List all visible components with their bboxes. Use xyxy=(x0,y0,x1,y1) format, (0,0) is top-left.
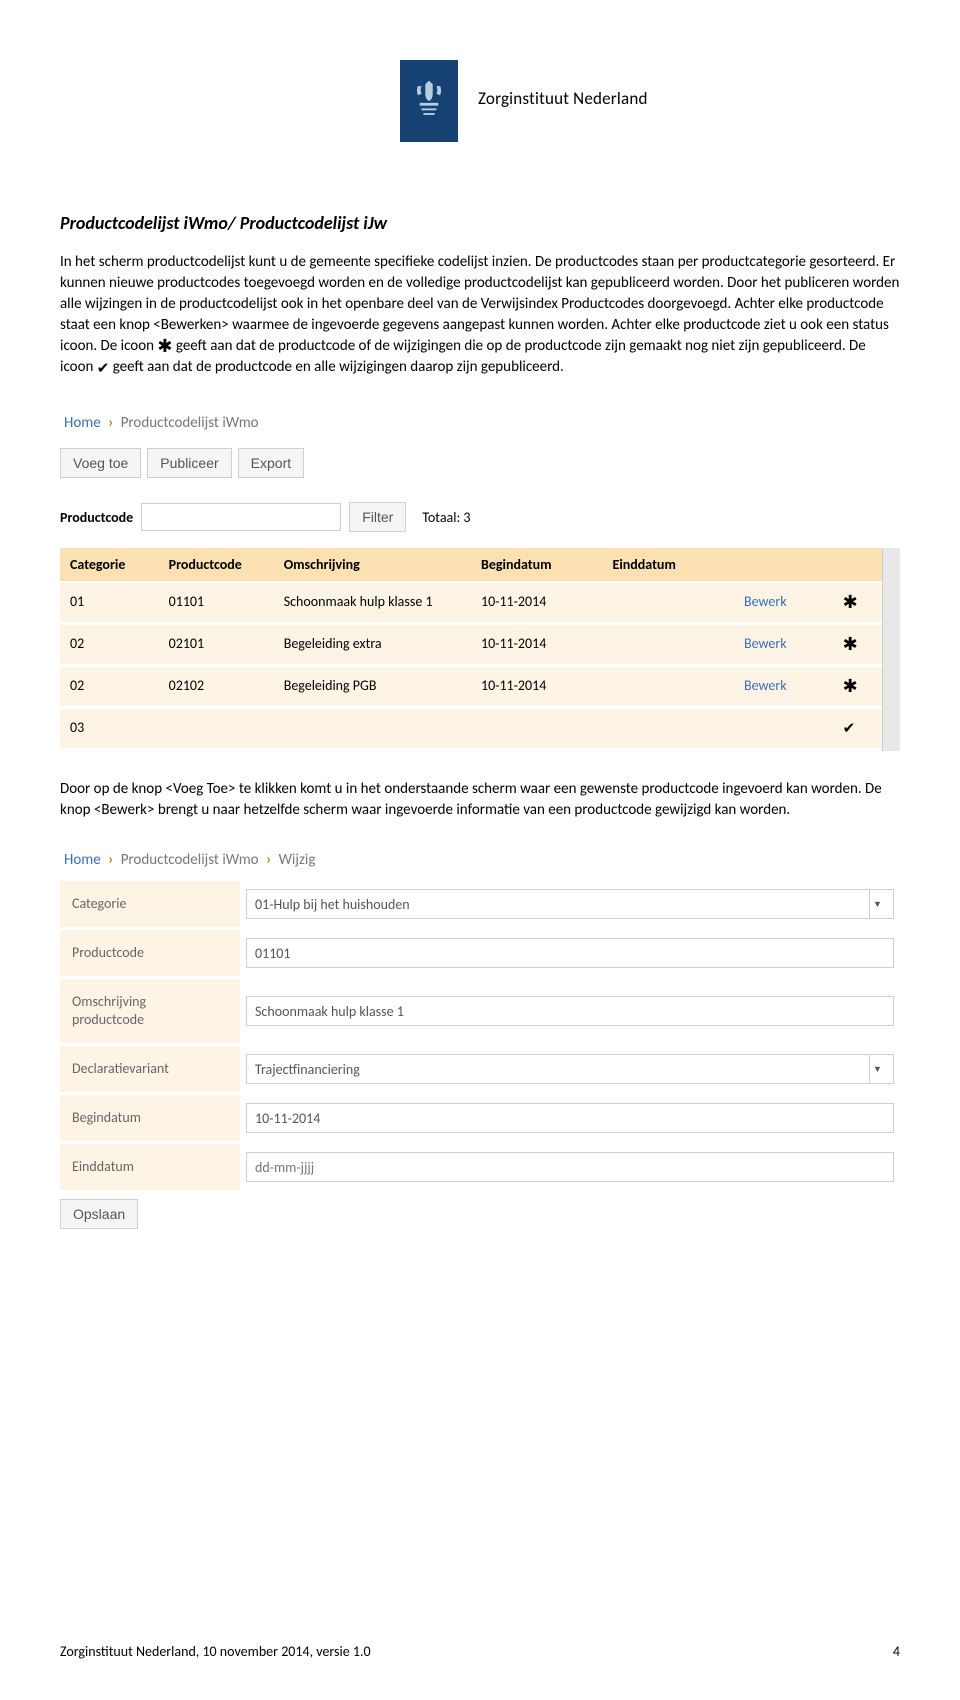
categorie-value: 01-Hulp bij het huishouden xyxy=(255,896,410,913)
cell-productcode: 01101 xyxy=(159,582,274,624)
cell-categorie: 01 xyxy=(60,582,159,624)
asterisk-icon: ✱ xyxy=(157,337,172,355)
col-productcode: Productcode xyxy=(159,548,274,582)
cell-begindatum xyxy=(471,708,603,750)
cell-productcode: 02102 xyxy=(159,666,274,708)
breadcrumb-home[interactable]: Home xyxy=(64,414,101,432)
cell-categorie: 02 xyxy=(60,624,159,666)
label-einddatum: Einddatum xyxy=(60,1144,240,1190)
publiceer-button[interactable]: Publiceer xyxy=(147,448,231,478)
form-breadcrumb: Home › Productcodelijst iWmo › Wijzig xyxy=(60,845,900,875)
chevron-right-icon: › xyxy=(108,851,113,869)
table-row: 03 ✔ xyxy=(60,708,882,750)
col-action xyxy=(734,548,833,582)
productcode-input[interactable] xyxy=(246,938,894,968)
cell-omschrijving: Begeleiding PGB xyxy=(274,666,471,708)
cell-omschrijving: Schoonmaak hulp klasse 1 xyxy=(274,582,471,624)
screenshot-productcodelijst: Home › Productcodelijst iWmo Voeg toe Pu… xyxy=(60,408,900,751)
intro-text-post: geeft aan dat de productcode en alle wij… xyxy=(113,358,564,376)
filter-button[interactable]: Filter xyxy=(349,502,406,532)
footer-page-number: 4 xyxy=(893,1643,900,1660)
col-status xyxy=(833,548,882,582)
form-row-categorie: Categorie 01-Hulp bij het huishouden ▼ xyxy=(60,881,900,930)
cell-einddatum xyxy=(602,666,734,708)
table-header-row: Categorie Productcode Omschrijving Begin… xyxy=(60,548,882,582)
cell-begindatum: 10-11-2014 xyxy=(471,582,603,624)
cell-omschrijving: Begeleiding extra xyxy=(274,624,471,666)
voeg-toe-button[interactable]: Voeg toe xyxy=(60,448,141,478)
breadcrumb-current: Productcodelijst iWmo xyxy=(121,414,259,432)
bewerk-link xyxy=(734,708,833,750)
einddatum-input[interactable] xyxy=(246,1152,894,1182)
coat-of-arms-icon xyxy=(410,75,448,127)
productcode-filter-label: Productcode xyxy=(60,509,133,526)
chevron-right-icon: › xyxy=(266,851,271,869)
cell-einddatum xyxy=(602,708,734,750)
declaratievariant-select[interactable]: Trajectfinanciering ▼ xyxy=(246,1054,894,1084)
status-asterisk-icon: ✱ xyxy=(833,582,882,624)
bewerk-link[interactable]: Bewerk xyxy=(734,624,833,666)
label-omschrijving: Omschrijvingproductcode xyxy=(60,979,240,1043)
col-einddatum: Einddatum xyxy=(602,548,734,582)
bewerk-link[interactable]: Bewerk xyxy=(734,666,833,708)
begindatum-input[interactable] xyxy=(246,1103,894,1133)
scrollbar[interactable] xyxy=(882,548,900,751)
total-count: Totaal: 3 xyxy=(422,509,470,526)
status-asterisk-icon: ✱ xyxy=(833,624,882,666)
categorie-select[interactable]: 01-Hulp bij het huishouden ▼ xyxy=(246,889,894,919)
cell-einddatum xyxy=(602,582,734,624)
col-omschrijving: Omschrijving xyxy=(274,548,471,582)
label-categorie: Categorie xyxy=(60,881,240,927)
label-declaratievariant: Declaratievariant xyxy=(60,1046,240,1092)
cell-begindatum: 10-11-2014 xyxy=(471,666,603,708)
cell-begindatum: 10-11-2014 xyxy=(471,624,603,666)
cell-categorie: 03 xyxy=(60,708,159,750)
form-row-begindatum: Begindatum xyxy=(60,1095,900,1144)
form-row-einddatum: Einddatum xyxy=(60,1144,900,1193)
cell-categorie: 02 xyxy=(60,666,159,708)
form-breadcrumb-current: Wijzig xyxy=(279,851,316,869)
form-row-declaratievariant: Declaratievariant Trajectfinanciering ▼ xyxy=(60,1046,900,1095)
form-row-productcode: Productcode xyxy=(60,930,900,979)
declaratievariant-value: Trajectfinanciering xyxy=(255,1061,360,1078)
table-row: 0202102Begeleiding PGB10-11-2014 Bewerk✱ xyxy=(60,666,882,708)
intro-paragraph: In het scherm productcodelijst kunt u de… xyxy=(60,252,900,380)
status-asterisk-icon: ✱ xyxy=(833,666,882,708)
footer-left: Zorginstituut Nederland, 10 november 201… xyxy=(60,1643,371,1660)
mid-paragraph: Door op de knop <Voeg Toe> te klikken ko… xyxy=(60,779,900,821)
chevron-down-icon: ▼ xyxy=(869,890,885,918)
section-title: Productcodelijst iWmo/ Productcodelijst … xyxy=(60,212,900,234)
opslaan-button[interactable]: Opslaan xyxy=(60,1199,138,1229)
document-header: Zorginstituut Nederland xyxy=(60,60,900,142)
productcode-filter-input[interactable] xyxy=(141,503,341,531)
action-button-row: Voeg toe Publiceer Export xyxy=(60,448,900,478)
check-icon: ✔ xyxy=(97,359,110,380)
cell-productcode: 02101 xyxy=(159,624,274,666)
cell-productcode xyxy=(159,708,274,750)
table-row: 0101101Schoonmaak hulp klasse 110-11-201… xyxy=(60,582,882,624)
bewerk-link[interactable]: Bewerk xyxy=(734,582,833,624)
form-breadcrumb-mid[interactable]: Productcodelijst iWmo xyxy=(121,851,259,869)
form-row-omschrijving: Omschrijvingproductcode xyxy=(60,979,900,1046)
table-row: 0202101Begeleiding extra10-11-2014 Bewerk… xyxy=(60,624,882,666)
breadcrumb: Home › Productcodelijst iWmo xyxy=(60,408,900,438)
productcode-table: Categorie Productcode Omschrijving Begin… xyxy=(60,548,882,751)
filter-row: Productcode Filter Totaal: 3 xyxy=(60,502,900,532)
cell-omschrijving xyxy=(274,708,471,750)
chevron-right-icon: › xyxy=(108,414,113,432)
org-name: Zorginstituut Nederland xyxy=(478,88,648,109)
form-breadcrumb-home[interactable]: Home xyxy=(64,851,101,869)
cell-einddatum xyxy=(602,624,734,666)
status-check-icon: ✔ xyxy=(833,708,882,750)
chevron-down-icon: ▼ xyxy=(869,1055,885,1083)
label-begindatum: Begindatum xyxy=(60,1095,240,1141)
omschrijving-input[interactable] xyxy=(246,996,894,1026)
page-footer: Zorginstituut Nederland, 10 november 201… xyxy=(60,1643,900,1660)
export-button[interactable]: Export xyxy=(238,448,304,478)
screenshot-wijzig-form: Home › Productcodelijst iWmo › Wijzig Ca… xyxy=(60,845,900,1229)
label-productcode: Productcode xyxy=(60,930,240,976)
col-categorie: Categorie xyxy=(60,548,159,582)
col-begindatum: Begindatum xyxy=(471,548,603,582)
logo-emblem xyxy=(400,60,458,142)
